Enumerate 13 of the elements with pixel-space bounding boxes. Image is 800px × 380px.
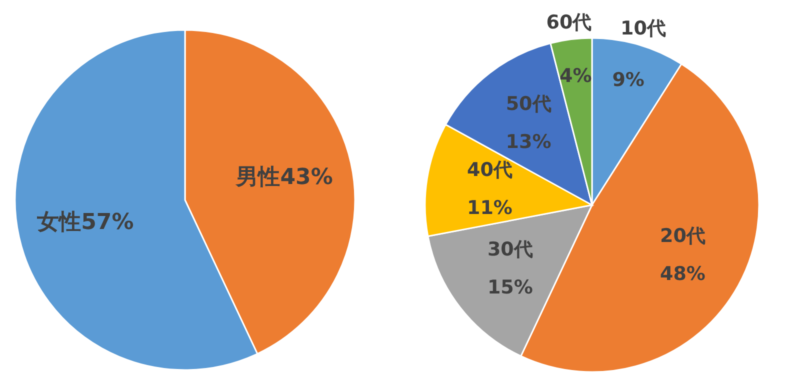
slice-label: 男性43% (235, 165, 333, 190)
slice-label: 10代 (620, 18, 666, 40)
slice-label: 50代 (506, 93, 552, 116)
data-label: 9% (612, 68, 644, 91)
slice-label: 20代 (660, 224, 706, 247)
data-label: 15% (487, 276, 533, 298)
data-label: 11% (466, 196, 512, 219)
slice-label: 40代 (467, 158, 512, 181)
slice-label: 60代 (546, 12, 592, 34)
data-label: 48% (660, 262, 706, 285)
data-label: 13% (506, 131, 552, 154)
slice-label: 30代 (487, 238, 533, 260)
slice-label: 女性57% (36, 210, 134, 235)
